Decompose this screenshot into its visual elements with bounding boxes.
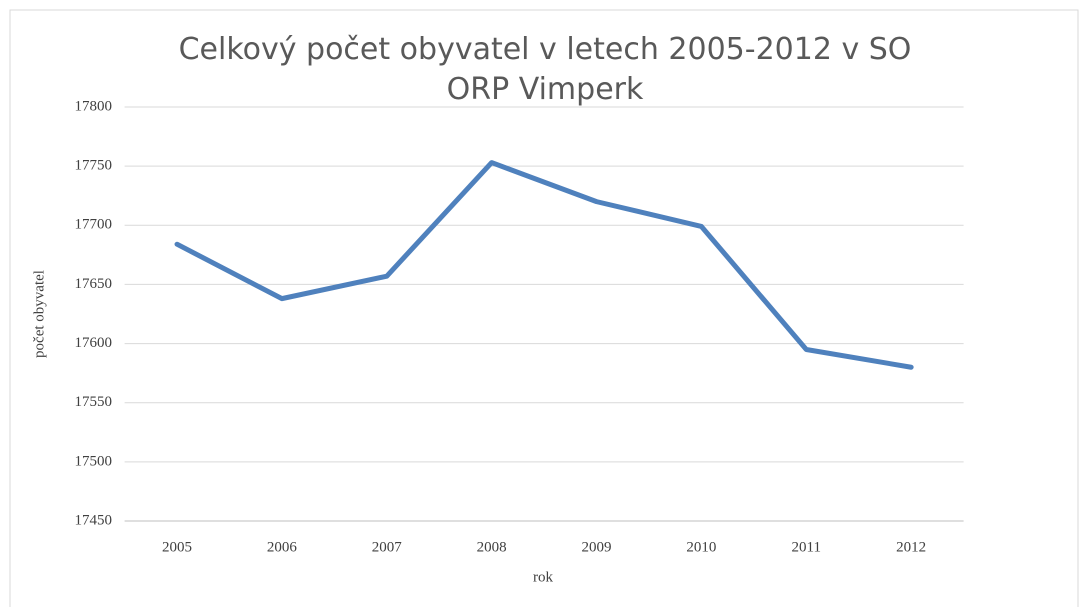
x-tick-label: 2010 bbox=[686, 539, 716, 555]
y-tick-label: 17700 bbox=[75, 217, 113, 233]
x-tick-label: 2005 bbox=[162, 539, 192, 555]
chart-title: Celkový počet obyvatel v letech 2005-201… bbox=[178, 32, 912, 107]
y-tick-label: 17650 bbox=[75, 276, 113, 292]
data-line bbox=[174, 160, 914, 370]
y-tick-label: 17450 bbox=[75, 512, 113, 528]
x-tick-label: 2009 bbox=[582, 539, 612, 555]
y-tick-label: 17750 bbox=[75, 158, 113, 174]
x-tick-label: 2007 bbox=[372, 539, 403, 555]
x-tick-label: 2012 bbox=[896, 539, 926, 555]
x-tick-label: 2006 bbox=[267, 539, 298, 555]
x-tick-label: 2008 bbox=[477, 539, 507, 555]
y-tick-label: 17500 bbox=[75, 453, 113, 469]
y-axis-label: počet obyvatel bbox=[31, 270, 47, 358]
y-tick-label: 17600 bbox=[75, 335, 113, 351]
y-tick-label: 17800 bbox=[75, 98, 113, 114]
x-tick-label: 2011 bbox=[792, 539, 821, 555]
y-tick-label: 17550 bbox=[75, 394, 113, 410]
chart-frame bbox=[9, 9, 1079, 607]
x-axis-label: rok bbox=[533, 569, 553, 585]
